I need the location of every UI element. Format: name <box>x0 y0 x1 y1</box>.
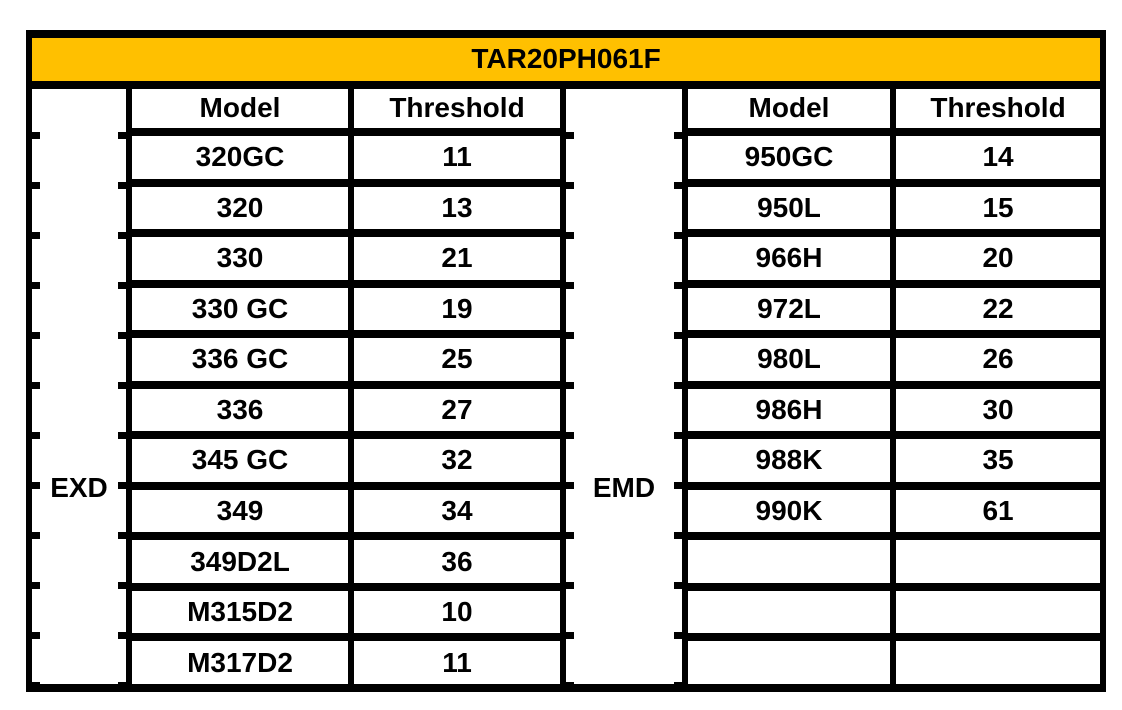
threshold-cell: 13 <box>348 178 566 238</box>
column-header-threshold-left: Threshold <box>348 80 566 136</box>
threshold-cell: 15 <box>889 178 1107 238</box>
model-cell: 980L <box>682 330 896 389</box>
table-row: 330 GC 19 972L 22 <box>29 279 1107 339</box>
model-cell <box>682 532 896 591</box>
threshold-cell: 19 <box>348 279 566 339</box>
group-label-exd: EXD <box>26 80 132 693</box>
threshold-cell <box>889 582 1107 642</box>
model-cell: 966H <box>682 229 896 288</box>
model-cell: 336 <box>126 380 354 440</box>
threshold-cell: 25 <box>348 330 566 389</box>
model-cell: 986H <box>682 380 896 440</box>
threshold-cell: 35 <box>889 431 1107 490</box>
model-cell: 349 <box>126 481 354 541</box>
model-cell: 349D2L <box>126 532 354 591</box>
threshold-sheet: TAR20PH061F EXD Model Threshold EMD Mode… <box>25 30 1107 693</box>
group-label-emd: EMD <box>560 80 688 693</box>
model-cell: M315D2 <box>126 582 354 642</box>
threshold-cell: 11 <box>348 128 566 187</box>
group-label-emd-text: EMD <box>592 471 656 503</box>
model-cell: 330 GC <box>126 279 354 339</box>
model-cell: 345 GC <box>126 431 354 490</box>
model-cell: 972L <box>682 279 896 339</box>
table-row: 336 GC 25 980L 26 <box>29 330 1107 389</box>
threshold-cell: 30 <box>889 380 1107 440</box>
model-cell: 950L <box>682 178 896 238</box>
table-row: 345 GC 32 988K 35 <box>29 431 1107 490</box>
threshold-cell: 27 <box>348 380 566 440</box>
table-title: TAR20PH061F <box>25 30 1107 89</box>
threshold-cell: 26 <box>889 330 1107 389</box>
table-row: 320 13 950L 15 <box>29 178 1107 238</box>
threshold-cell <box>889 633 1107 692</box>
column-header-model-right: Model <box>682 80 896 136</box>
table-row: M315D2 10 <box>29 582 1107 642</box>
header-row: EXD Model Threshold EMD Model Threshold <box>26 80 1107 693</box>
model-cell <box>682 582 896 642</box>
threshold-table: TAR20PH061F EXD Model Threshold EMD Mode… <box>25 30 1107 693</box>
model-cell: 988K <box>682 431 896 490</box>
model-cell: M317D2 <box>126 633 354 692</box>
threshold-cell: 14 <box>889 128 1107 187</box>
model-cell: 320GC <box>126 128 354 187</box>
threshold-cell: 61 <box>889 481 1107 541</box>
model-cell: 950GC <box>682 128 896 187</box>
table-row: M317D2 11 <box>29 633 1107 692</box>
threshold-cell: 36 <box>348 532 566 591</box>
threshold-cell: 20 <box>889 229 1107 288</box>
table-row: 336 27 986H 30 <box>29 380 1107 440</box>
model-cell: 330 <box>126 229 354 288</box>
threshold-cell: 11 <box>348 633 566 692</box>
column-header-threshold-right: Threshold <box>889 80 1107 136</box>
table-row: 330 21 966H 20 <box>29 229 1107 288</box>
model-cell: 990K <box>682 481 896 541</box>
threshold-cell: 10 <box>348 582 566 642</box>
model-cell: 320 <box>126 178 354 238</box>
threshold-cell: 21 <box>348 229 566 288</box>
table-row: 320GC 11 950GC 14 <box>29 128 1107 187</box>
model-cell <box>682 633 896 692</box>
threshold-cell: 34 <box>348 481 566 541</box>
threshold-cell: 22 <box>889 279 1107 339</box>
threshold-cell <box>889 532 1107 591</box>
table-row: 349D2L 36 <box>29 532 1107 591</box>
title-row: TAR20PH061F <box>25 30 1107 89</box>
threshold-cell: 32 <box>348 431 566 490</box>
model-cell: 336 GC <box>126 330 354 389</box>
column-header-model-left: Model <box>126 80 354 136</box>
table-row: 349 34 990K 61 <box>29 481 1107 541</box>
group-label-exd-text: EXD <box>50 471 108 503</box>
